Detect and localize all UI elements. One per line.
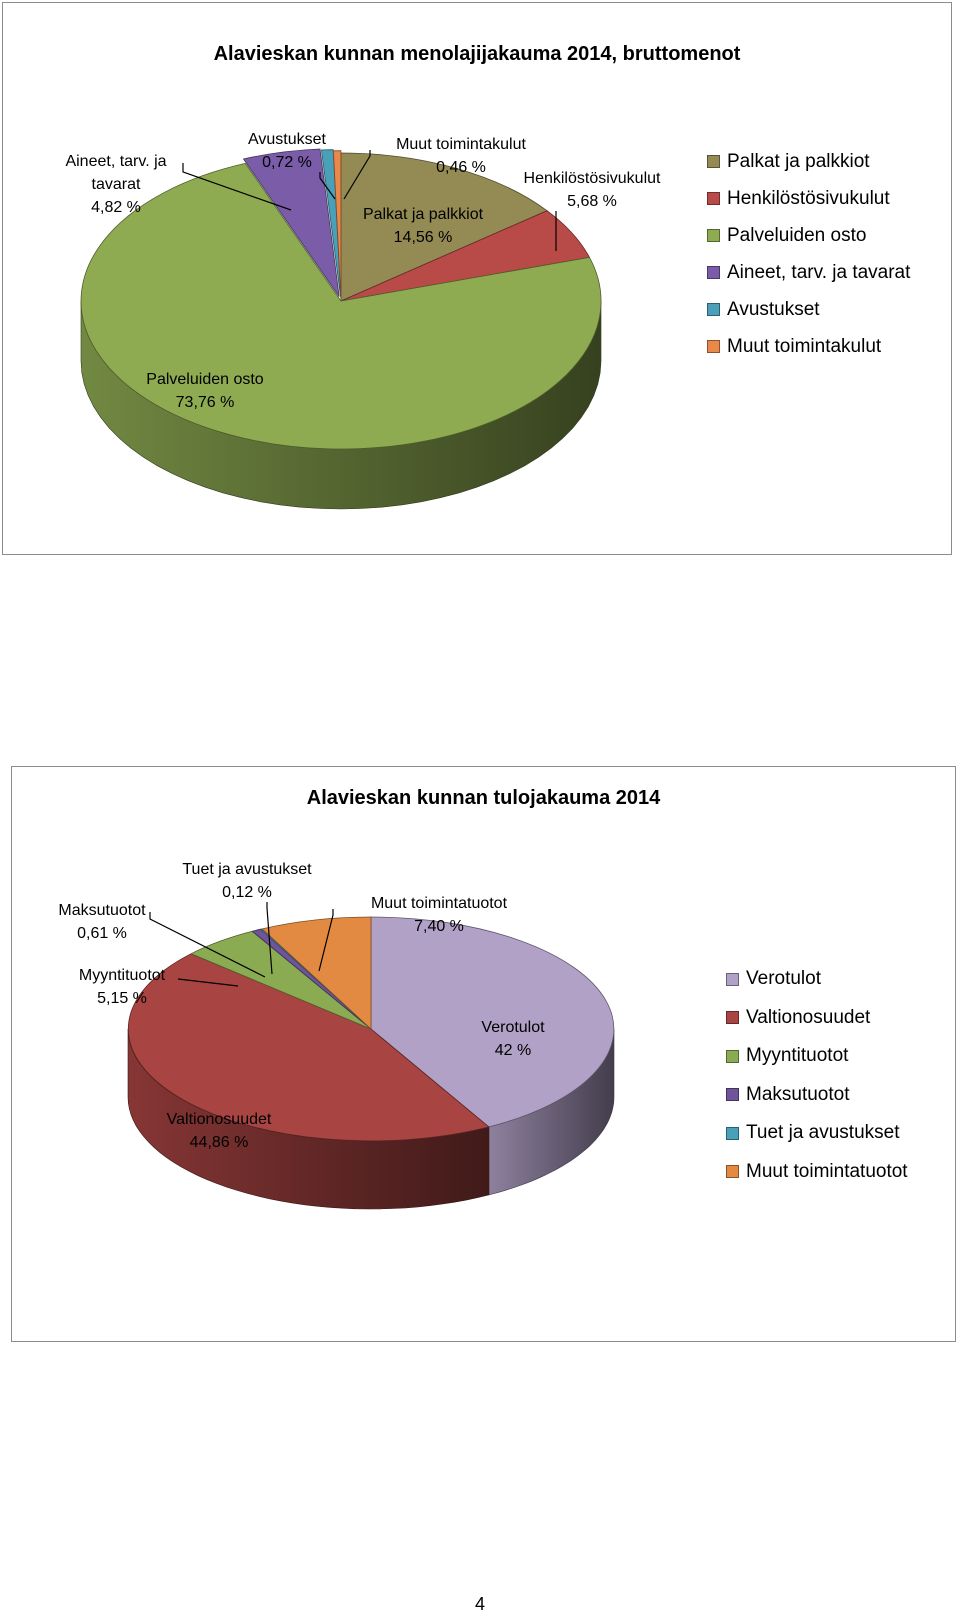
pie-slices <box>80 148 602 450</box>
data-label-verotulot: Verotulot <box>481 1019 545 1036</box>
legend-item-muut-toimintatuotot: Muut toimintatuotot <box>726 1153 908 1192</box>
legend-swatch <box>707 229 720 242</box>
leader-line-tuet-ja-avustukset <box>266 902 273 975</box>
pie-slice-muut-toimintakulut <box>332 150 342 299</box>
leader-line-maksutuotot <box>149 912 266 978</box>
legend-item-verotulot: Verotulot <box>726 960 908 999</box>
legend-label: Aineet, tarv. ja tavarat <box>727 261 911 283</box>
legend-item-henkil-st-sivukulut: Henkilöstösivukulut <box>707 180 910 217</box>
legend-label: Henkilöstösivukulut <box>727 187 890 209</box>
data-labels: Palkat ja palkkiot 14,56 % Henkilöstösivuk… <box>65 131 661 411</box>
leader-line-muut-toimintatuotot <box>318 909 334 972</box>
legend-label: Avustukset <box>727 298 820 320</box>
legend-label: Maksutuotot <box>746 1083 850 1105</box>
legend-label: Tuet ja avustukset <box>746 1122 900 1144</box>
expense-pie-svg: Palkat ja palkkiot 14,56 % Henkilöstösivuk… <box>65 131 661 510</box>
pie-slice-aineet-tarv-ja-tavarat <box>242 148 340 297</box>
expense-pie-chart: Alavieskan kunnan menolajijakauma 2014, … <box>2 2 952 555</box>
legend-item-muut-toimintakulut: Muut toimintakulut <box>707 328 910 365</box>
chart-title: Alavieskan kunnan menolajijakauma 2014, … <box>213 43 741 65</box>
data-label-muut-toimintakulut: 0,46 % <box>436 159 486 176</box>
legend-swatch <box>726 1049 739 1063</box>
data-labels: Verotulot 42 % Valtionosuudet 44,86 % Myynti… <box>58 861 545 1151</box>
legend-swatch <box>707 155 720 168</box>
legend-label: Muut toimintatuotot <box>746 1160 908 1182</box>
legend-label: Myyntituotot <box>746 1045 849 1067</box>
legend-swatch <box>707 340 720 353</box>
income-pie-svg: Verotulot 42 % Valtionosuudet 44,86 % Myynti… <box>58 861 615 1210</box>
income-pie-chart: Alavieskan kunnan tulojakauma 2014 Verot… <box>11 766 956 1342</box>
data-label-maksutuotot: 0,61 % <box>77 925 127 942</box>
legend-item-tuet-ja-avustukset: Tuet ja avustukset <box>726 1114 908 1153</box>
legend-item-palkat-ja-palkkiot: Palkat ja palkkiot <box>707 143 910 180</box>
legend-item-valtionosuudet: Valtionosuudet <box>726 999 908 1038</box>
data-label-avustukset: 0,72 % <box>262 154 312 171</box>
legend-item-aineet-tarv-ja-tavarat: Aineet, tarv. ja tavarat <box>707 254 911 291</box>
data-label-aineet-tarv-ja-tavarat: tavarat <box>92 176 141 193</box>
legend: Palkat ja palkkiot Henkilöstösivukulut Pal… <box>707 143 911 365</box>
chart-title: Alavieskan kunnan tulojakauma 2014 <box>306 787 661 809</box>
legend: Verotulot Valtionosuudet Myyntituotot Maksu… <box>726 960 908 1192</box>
pie-slice-palkat-ja-palkkiot <box>340 152 548 302</box>
data-label-myyntituotot: Myyntituotot <box>79 967 166 984</box>
data-label-maksutuotot: Maksutuotot <box>58 902 146 919</box>
data-label-muut-toimintatuotot: 7,40 % <box>414 918 464 935</box>
data-label-palkat-ja-palkkiot: 14,56 % <box>394 229 453 246</box>
data-label-muut-toimintakulut: Muut toimintakulut <box>396 136 526 153</box>
legend-item-maksutuotot: Maksutuotot <box>726 1076 908 1115</box>
legend-swatch <box>707 303 720 316</box>
data-label-aineet-tarv-ja-tavarat: 4,82 % <box>91 199 141 216</box>
data-label-myyntituotot: 5,15 % <box>97 990 147 1007</box>
legend-swatch <box>726 1165 739 1179</box>
data-label-avustukset: Avustukset <box>248 131 327 148</box>
leader-line-muut-toimintakulut <box>343 150 371 200</box>
legend-swatch <box>726 1011 739 1025</box>
data-label-verotulot: 42 % <box>495 1042 531 1059</box>
legend-label: Valtionosuudet <box>746 1006 871 1028</box>
data-label-palkat-ja-palkkiot: Palkat ja palkkiot <box>363 206 484 223</box>
pie-slice-valtionosuudet <box>127 953 490 1142</box>
legend-swatch <box>707 192 720 205</box>
legend-swatch <box>707 266 720 279</box>
data-label-valtionosuudet: 44,86 % <box>190 1134 249 1151</box>
pie-slice-muut-toimintatuotot <box>261 916 372 1030</box>
data-label-henkil-st-sivukulut: 5,68 % <box>567 193 617 210</box>
leader-line-aineet-tarv-ja-tavarat <box>182 163 292 211</box>
data-label-aineet-tarv-ja-tavarat: Aineet, tarv. ja <box>65 153 166 170</box>
data-label-tuet-ja-avustukset: Tuet ja avustukset <box>182 861 312 878</box>
leader-line-avustukset <box>319 172 336 200</box>
page-number: 4 <box>474 1594 485 1614</box>
data-label-palveluiden-osto: 73,76 % <box>176 394 235 411</box>
legend-item-myyntituotot: Myyntituotot <box>726 1037 908 1076</box>
data-label-muut-toimintatuotot: Muut toimintatuotot <box>371 895 508 912</box>
legend-label: Palveluiden osto <box>727 224 867 246</box>
data-label-henkil-st-sivukulut: Henkilöstösivukulut <box>524 170 662 187</box>
legend-swatch <box>726 1088 739 1102</box>
leader-line-myyntituotot <box>177 978 239 987</box>
pie-slice-palveluiden-osto <box>80 162 602 450</box>
data-label-tuet-ja-avustukset: 0,12 % <box>222 884 272 901</box>
pie-slice-verotulot <box>370 916 615 1128</box>
data-label-valtionosuudet: Valtionosuudet <box>167 1111 272 1128</box>
legend-swatch <box>726 1126 739 1140</box>
legend-label: Verotulot <box>746 968 821 990</box>
legend-swatch <box>726 972 739 986</box>
data-label-palveluiden-osto: Palveluiden osto <box>146 371 264 388</box>
legend-label: Palkat ja palkkiot <box>727 150 870 172</box>
legend-item-avustukset: Avustukset <box>707 291 910 328</box>
pie-slices <box>127 916 615 1142</box>
legend-label: Muut toimintakulut <box>727 335 882 357</box>
legend-item-palveluiden-osto: Palveluiden osto <box>707 217 910 254</box>
